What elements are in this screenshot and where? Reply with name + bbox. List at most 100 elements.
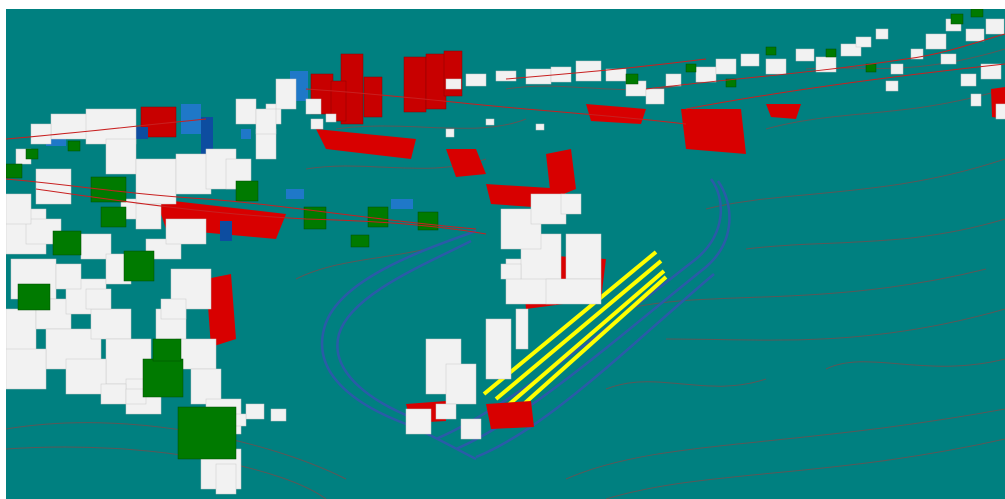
building-white [985, 18, 1005, 35]
building-green [625, 73, 639, 85]
building-white [6, 193, 32, 225]
contour-line [745, 218, 1005, 250]
track-rail [504, 269, 666, 409]
road-lines [6, 33, 1005, 235]
building-green [67, 140, 81, 152]
road-line [305, 88, 687, 125]
building-blue [201, 117, 213, 155]
building-blue [220, 221, 232, 241]
track-rail [494, 259, 663, 401]
building-white [565, 233, 602, 280]
red-area [316, 129, 416, 159]
contour-line [335, 118, 527, 130]
3d-map-viewport[interactable] [6, 9, 1005, 499]
building-white [980, 63, 1002, 80]
building-white [910, 48, 924, 60]
building-white [465, 73, 487, 87]
building-white [535, 123, 545, 131]
building-white [275, 78, 297, 110]
building-green [142, 358, 184, 398]
red-area [446, 149, 486, 177]
building-green [17, 283, 51, 311]
building-green [825, 48, 837, 58]
building-green [123, 250, 155, 282]
scene-canvas[interactable] [6, 9, 1005, 499]
building-white [740, 53, 760, 67]
building-white [645, 88, 665, 105]
building-blue [286, 189, 304, 199]
building-white [435, 403, 457, 420]
building-white [255, 108, 277, 135]
tower [363, 76, 383, 118]
building-white [460, 418, 482, 440]
contour-line [605, 438, 1005, 499]
contour-line [295, 248, 427, 280]
building-white [885, 80, 899, 92]
building-white [665, 73, 682, 87]
building-white [875, 28, 889, 40]
road-line [685, 63, 1005, 110]
tunnel-line [475, 273, 715, 459]
building-green [100, 206, 127, 228]
building-white [30, 123, 52, 145]
building-white [135, 203, 162, 230]
red-towers [140, 50, 463, 138]
building-white [530, 193, 567, 225]
red-area [766, 104, 801, 119]
building-white [970, 93, 982, 107]
building-white [545, 278, 602, 305]
building-green [950, 13, 964, 25]
building-white [100, 383, 127, 405]
track-rail [482, 250, 658, 396]
building-white [50, 113, 92, 140]
building-white [925, 33, 947, 50]
red-area [681, 109, 746, 154]
building-green [90, 176, 127, 203]
building-white [6, 348, 47, 390]
building-white [605, 68, 627, 82]
building-green [52, 230, 82, 256]
building-green [177, 406, 237, 460]
building-white [235, 98, 257, 125]
building-white [105, 138, 137, 175]
building-green [25, 148, 39, 160]
building-green [865, 63, 877, 73]
building-white [855, 36, 872, 48]
building-white [575, 60, 602, 82]
road-line [505, 58, 707, 80]
building-green [152, 338, 182, 362]
building-white [515, 308, 529, 350]
building-white [960, 73, 977, 87]
building-white [165, 218, 207, 245]
building-white [500, 263, 522, 280]
building-white [445, 128, 455, 138]
building-white [485, 118, 495, 126]
building-white [485, 318, 512, 380]
building-green [350, 234, 370, 248]
building-white [695, 66, 717, 83]
building-white [175, 153, 212, 195]
contour-line [705, 158, 1005, 210]
road-line [35, 188, 487, 235]
road-line [6, 178, 477, 230]
building-blue [181, 104, 201, 134]
building-white [445, 78, 462, 90]
building-green [685, 63, 697, 73]
building-white [160, 298, 187, 320]
building-white [310, 118, 324, 130]
building-white [305, 98, 322, 115]
building-green [725, 78, 737, 88]
building-white [35, 168, 72, 205]
building-white [405, 408, 432, 435]
building-green [765, 46, 777, 56]
building-green [235, 180, 259, 202]
building-blue [391, 199, 413, 209]
building-white [55, 263, 82, 290]
road-line [645, 33, 1005, 90]
road-line [6, 118, 207, 140]
building-white [995, 103, 1005, 120]
building-white [270, 408, 287, 422]
contour-line [665, 308, 1005, 341]
contour-line [605, 378, 767, 390]
building-white [940, 53, 957, 65]
